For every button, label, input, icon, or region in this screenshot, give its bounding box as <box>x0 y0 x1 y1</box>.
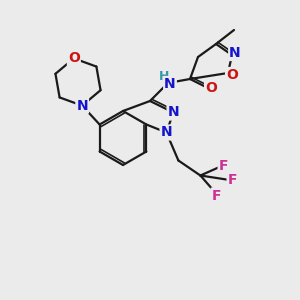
Text: O: O <box>68 51 80 65</box>
Text: F: F <box>228 172 237 187</box>
Text: H: H <box>159 70 169 83</box>
Text: N: N <box>160 125 172 140</box>
Text: N: N <box>229 46 241 60</box>
Text: O: O <box>226 68 238 82</box>
Text: O: O <box>205 81 217 95</box>
Text: N: N <box>76 99 88 112</box>
Text: N: N <box>164 77 176 91</box>
Text: F: F <box>212 188 221 203</box>
Text: N: N <box>168 106 179 119</box>
Text: F: F <box>219 160 228 173</box>
